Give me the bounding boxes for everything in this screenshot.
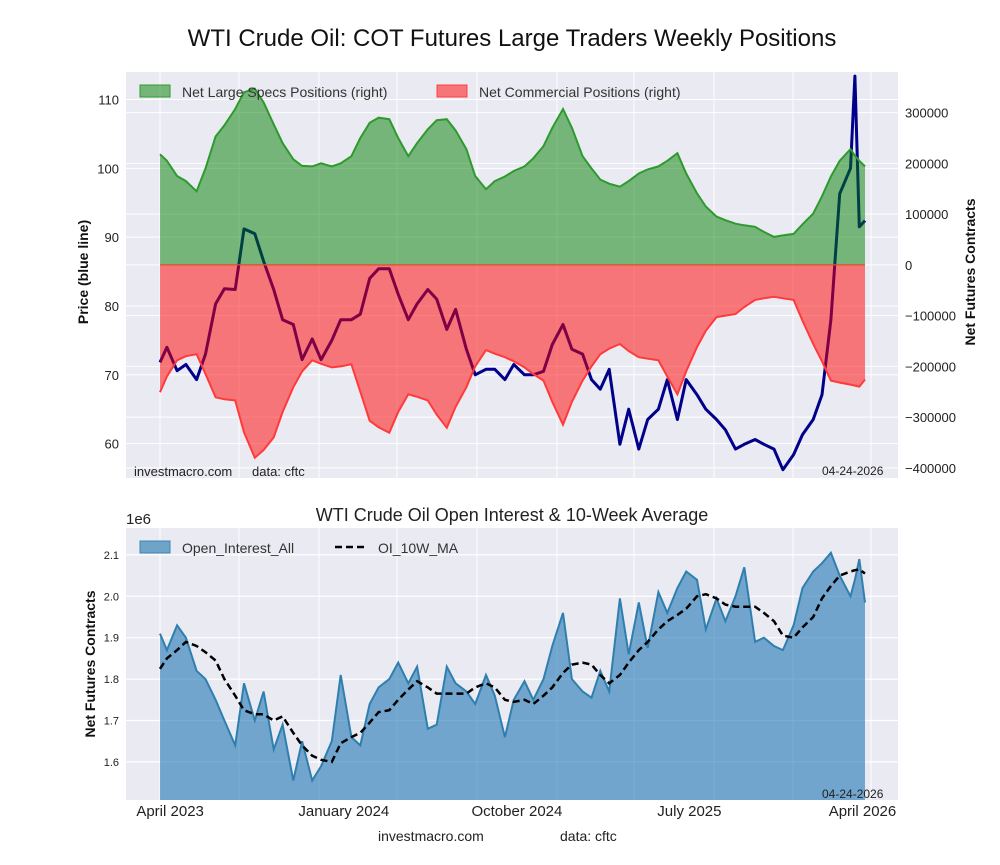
contracts-axis-label: Net Futures Contracts	[962, 198, 978, 345]
positions-legend: Net Large Specs Positions (right) Net Co…	[139, 84, 681, 100]
open-interest-panel: WTI Crude Oil Open Interest & 10-Week Av…	[82, 505, 898, 820]
price-tick-label: 90	[105, 230, 119, 245]
legend-swatch-specs	[139, 84, 171, 98]
footer-source: data: cftc	[560, 828, 617, 844]
watermark-source: data: cftc	[252, 464, 305, 479]
open-interest-tick-label: 1.9	[104, 633, 119, 645]
open-interest-tick-label: 1.7	[104, 716, 119, 728]
footer-site: investmacro.com	[378, 828, 484, 844]
legend-label-open-interest: Open_Interest_All	[182, 540, 294, 556]
bottom-date-label: 04-24-2026	[822, 787, 884, 801]
commercial-line	[159, 295, 866, 460]
x-tick-label: October 2024	[471, 803, 562, 820]
open-interest-tick-labels: 1.6 1.7 1.8 1.9 2.0 2.1 April 2023 January 2024…	[104, 550, 897, 820]
top-date-label: 04-24-2026	[822, 464, 884, 478]
x-tick-label: January 2024	[298, 803, 389, 820]
price-tick-label: 80	[105, 299, 119, 314]
positions-panel: 60 70 80 90 100 110 −400000 −300000 −200000 −1000…	[75, 72, 978, 479]
open-interest-marks	[158, 550, 866, 800]
legend-label-commercial: Net Commercial Positions (right)	[479, 84, 681, 100]
open-interest-area	[160, 552, 865, 800]
price-tick-label: 100	[97, 161, 119, 176]
specs-line	[159, 87, 866, 238]
contracts-tick-label: −100000	[905, 309, 956, 324]
contracts-tick-label: −400000	[905, 461, 956, 476]
commercial-area	[160, 264, 865, 458]
price-axis-label: Price (blue line)	[75, 220, 91, 324]
legend-label-specs: Net Large Specs Positions (right)	[182, 84, 387, 100]
positions-marks	[158, 74, 867, 472]
chart-title: WTI Crude Oil: COT Futures Large Traders…	[188, 25, 837, 52]
open-interest-tick-label: 2.1	[104, 550, 119, 562]
x-tick-label: July 2025	[657, 803, 721, 820]
open-interest-tick-label: 1.6	[104, 757, 119, 769]
contracts-tick-label: −200000	[905, 359, 956, 374]
open-interest-title: WTI Crude Oil Open Interest & 10-Week Av…	[316, 505, 709, 525]
contracts-tick-label: 100000	[905, 207, 948, 222]
price-tick-label: 70	[105, 368, 119, 383]
open-interest-tick-label: 1.8	[104, 674, 119, 686]
ma-line	[158, 568, 866, 764]
legend-label-ma: OI_10W_MA	[378, 540, 459, 556]
legend-swatch-commercial	[436, 84, 468, 98]
y-offset-label: 1e6	[126, 511, 151, 528]
contracts-tick-label: 0	[905, 258, 912, 273]
contracts-tick-label: 200000	[905, 156, 948, 171]
legend-swatch-open-interest	[139, 540, 171, 554]
open-interest-axis-label: Net Futures Contracts	[82, 590, 98, 737]
contracts-tick-label: 300000	[905, 106, 948, 121]
price-tick-label: 110	[98, 93, 119, 108]
contracts-tick-label: −300000	[905, 410, 956, 425]
watermark-site: investmacro.com	[134, 464, 232, 479]
positions-tick-labels: 60 70 80 90 100 110 −400000 −300000 −200000 −1000…	[97, 93, 956, 476]
price-tick-label: 60	[105, 437, 119, 452]
open-interest-line	[159, 550, 866, 784]
specs-area	[160, 88, 865, 265]
open-interest-legend: Open_Interest_All OI_10W_MA	[139, 540, 459, 556]
x-tick-label: April 2026	[829, 803, 897, 820]
open-interest-tick-label: 2.0	[104, 591, 119, 603]
x-tick-label: April 2023	[136, 803, 204, 820]
